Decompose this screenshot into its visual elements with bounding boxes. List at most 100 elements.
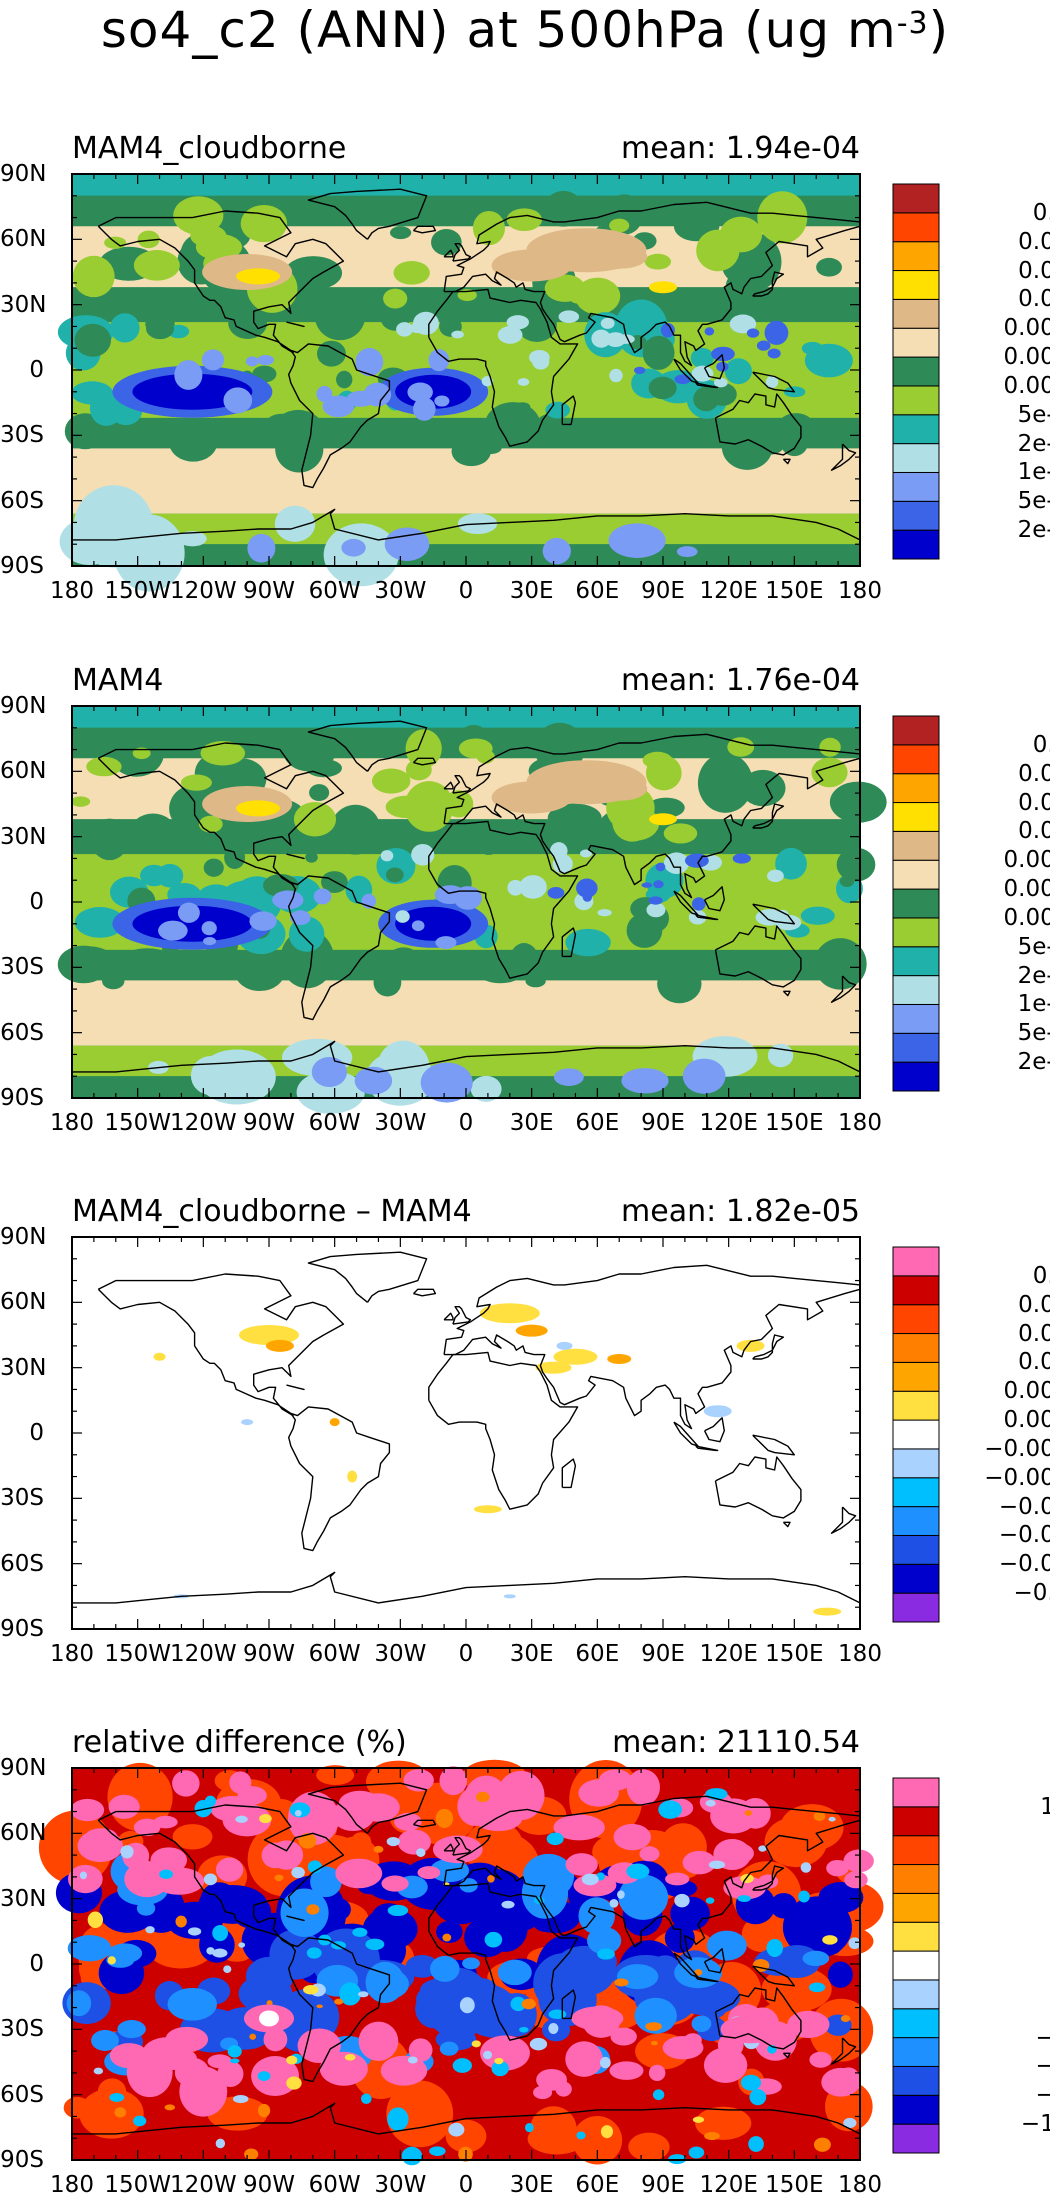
lat-tick-label: 0 [29, 357, 44, 383]
colorbar-label: 50 [974, 1823, 1050, 1849]
colorbar-swatch [892, 1534, 940, 1565]
lon-tick-label: 180 [838, 578, 882, 604]
coastlines [72, 188, 861, 541]
colorbar-label: 0.0005 [1003, 1378, 1050, 1405]
colorbar-swatch [892, 529, 940, 560]
lon-tick-label: 90W [242, 1110, 295, 1136]
panel-2-colorbar [892, 715, 940, 1092]
panel-1-map [57, 173, 861, 592]
lon-tick-label: 150E [765, 1641, 824, 1667]
lat-tick-label: 90S [0, 1085, 44, 1111]
colorbar-swatch [892, 773, 940, 804]
colorbar-swatch [892, 414, 940, 445]
panel-2-mean: mean: 1.76e-04 [621, 663, 860, 698]
colorbar-swatch [892, 2094, 940, 2125]
colorbar-label: 0.002 [1018, 257, 1050, 284]
lon-tick-label: 180 [838, 1110, 882, 1136]
lon-tick-label: 150E [765, 1110, 824, 1136]
colorbar-swatch [892, 1777, 940, 1808]
colorbar-label: 0.0001 [1003, 904, 1050, 931]
colorbar-label: 2 [974, 1938, 1050, 1964]
panel-4-colorbar [892, 1777, 940, 2154]
colorbar-swatch [892, 1477, 940, 1508]
colorbar-swatch [892, 1835, 940, 1866]
lat-tick-label: 30S [0, 1485, 44, 1512]
lon-tick-label: 30W [374, 1110, 427, 1136]
page-title: so4_c2 (ANN) at 500hPa (ug m-3) [100, 1, 950, 59]
lat-tick-label: 90S [0, 553, 44, 579]
lon-tick-label: 60E [575, 578, 620, 604]
colorbar-swatch [892, 471, 940, 502]
colorbar-label: 0.002 [1018, 1320, 1050, 1347]
panel-4-label: relative difference (%) [72, 1725, 407, 1760]
panel-3-map [71, 1236, 861, 1630]
panel-2-map [57, 705, 887, 1114]
colorbar-label: 0.0002 [1003, 876, 1050, 903]
colorbar-swatch [892, 356, 940, 387]
colorbar-label: 2e-05 [1017, 430, 1050, 457]
lon-tick-label: 120E [699, 1110, 758, 1136]
lon-tick-label: 60E [575, 1641, 620, 1667]
colorbar-label: −10 [1035, 2024, 1050, 2051]
colorbar-swatch [892, 1361, 940, 1392]
lat-tick-label: 60S [0, 1550, 44, 1577]
lon-tick-label: 180 [50, 578, 94, 604]
colorbar-swatch [892, 1892, 940, 1923]
colorbar-swatch [892, 241, 940, 272]
colorbar-swatch [892, 1003, 940, 1034]
lat-tick-label: 90S [0, 1616, 44, 1642]
colorbar-swatch [892, 270, 940, 300]
colorbar-label: 5e-05 [1017, 933, 1050, 960]
coastlines [72, 1251, 861, 1604]
lon-tick-label: 120E [699, 1641, 758, 1667]
lat-tick-label: 60S [0, 2081, 44, 2108]
lon-tick-label: 120W [170, 1641, 237, 1667]
colorbar-label: 1e-05 [1017, 459, 1050, 486]
colorbar-label: 5 [974, 1909, 1050, 1935]
lat-tick-label: 30S [0, 2016, 44, 2043]
colorbar-swatch [892, 975, 940, 1005]
lon-tick-label: 90E [641, 578, 685, 604]
colorbar-swatch [892, 212, 940, 243]
lat-tick-label: 60S [0, 487, 44, 514]
lat-tick-label: 30S [0, 954, 44, 981]
panel-1-mean: mean: 1.94e-04 [621, 131, 860, 166]
colorbar-swatch [892, 1061, 940, 1092]
panel-4-map [38, 1759, 884, 2166]
colorbar-label: −100 [1020, 2111, 1050, 2138]
colorbar-swatch [892, 1390, 940, 1421]
lat-tick-label: 30N [0, 291, 47, 318]
colorbar-label: −5 [974, 1996, 1050, 2022]
lon-tick-label: 150E [765, 578, 824, 604]
tick-marks [71, 1236, 861, 1630]
colorbar-swatch [892, 830, 940, 861]
lon-tick-label: 60W [308, 1641, 361, 1667]
lat-tick-label: 0 [29, 1420, 44, 1446]
colorbar-label: 0.001 [1018, 286, 1050, 313]
colorbar-label: 1e-05 [1017, 991, 1050, 1018]
lon-tick-label: 30E [509, 1110, 554, 1136]
tick-marks [71, 705, 861, 1099]
colorbar-label: 0.01 [1032, 1262, 1050, 1289]
lon-tick-label: 150W [104, 1641, 171, 1667]
colorbar-label: 0.001 [1018, 818, 1050, 845]
colorbar-swatch [892, 1979, 940, 2010]
lon-tick-label: 0 [458, 578, 474, 604]
lon-tick-label: 120W [170, 578, 237, 604]
lat-tick-label: 30S [0, 422, 44, 449]
lat-tick-label: 0 [29, 1951, 44, 1977]
colorbar-label: 100 [1040, 1793, 1050, 1820]
colorbar-swatch [892, 1333, 940, 1363]
contour-field [57, 706, 887, 1114]
colorbar-label: 0.0005 [1003, 847, 1050, 874]
lon-tick-label: 120E [699, 578, 758, 604]
colorbar-swatch [892, 1032, 940, 1063]
colorbar-label: 0.0002 [1003, 1407, 1050, 1434]
contour-field [38, 1759, 884, 2166]
panel-2-label: MAM4 [72, 663, 164, 698]
lon-tick-label: 30E [509, 1641, 554, 1667]
colorbar-swatch [892, 1563, 940, 1594]
lon-tick-label: 180 [838, 1641, 882, 1667]
colorbar-label: 0.005 [1018, 760, 1050, 787]
colorbar-label: 0.01 [1032, 199, 1050, 226]
